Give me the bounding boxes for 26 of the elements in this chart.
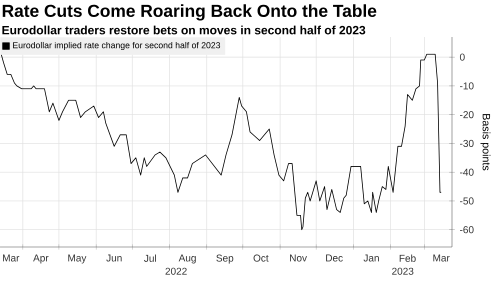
y-tick-label: 0 — [460, 54, 465, 61]
text: 2022 — [165, 268, 187, 275]
y-tick-label: -20 — [460, 111, 474, 118]
chart-title: Rate Cuts Come Roaring Back Onto the Table — [2, 4, 376, 20]
y-tick-label: -30 — [460, 140, 474, 147]
x-tick-label: Jan — [364, 254, 379, 262]
text: 2023 — [392, 268, 414, 275]
x-tick-label: Jul — [144, 254, 156, 262]
x-tick-label: Apr — [33, 254, 48, 264]
x-tick-label: Feb — [400, 254, 416, 262]
x-tick-label: Sep — [216, 254, 234, 264]
x-tick-label: Mar — [433, 254, 450, 262]
x-tick-label: Mar — [3, 254, 20, 262]
x-tick-label: Oct — [254, 254, 269, 262]
y-tick-label: -60 — [460, 226, 474, 234]
y-tick-label: -50 — [460, 197, 474, 205]
chart-subtitle: Eurodollar traders restore bets on moves in second half of 2023 — [2, 26, 366, 34]
y-tick-label: -10 — [460, 82, 474, 90]
legend-label: Eurodollar implied rate change for second half of 2023 — [13, 42, 220, 50]
x-tick-label: May — [68, 254, 86, 264]
x-tick-label: Dec — [326, 254, 343, 262]
x-tick-label: Jun — [106, 254, 122, 262]
x-tick-label: Aug — [178, 254, 196, 264]
y-axis-title: Basis points — [480, 114, 490, 170]
x-tick-label: Nov — [290, 254, 307, 262]
y-tick-label: -40 — [460, 168, 474, 176]
